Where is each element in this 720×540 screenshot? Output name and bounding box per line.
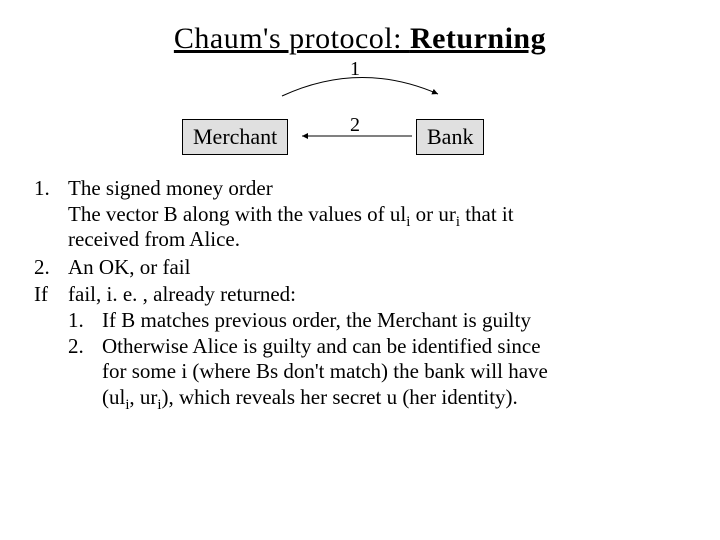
merchant-box: Merchant xyxy=(182,119,288,155)
step-2-label: 2 xyxy=(350,114,360,137)
inner-1: 1. If B matches previous order, the Merc… xyxy=(34,308,686,334)
inner-2: 2. Otherwise Alice is guilty and can be … xyxy=(34,334,686,411)
step-1: 1. The signed money order The vector B a… xyxy=(34,176,686,253)
if-text: fail, i. e. , already returned: xyxy=(68,282,296,308)
bank-label: Bank xyxy=(427,124,473,149)
arrow-1 xyxy=(282,77,438,96)
if-label: If xyxy=(34,282,68,308)
step-1-label: 1 xyxy=(350,58,360,81)
outer-list: 1. The signed money order The vector B a… xyxy=(34,176,686,280)
step-1-num: 1. xyxy=(34,176,68,253)
merchant-label: Merchant xyxy=(193,124,277,149)
protocol-diagram: Merchant Bank 1 2 xyxy=(0,56,720,176)
title-prefix: Chaum's protocol: xyxy=(174,22,410,55)
step-2-num: 2. xyxy=(34,255,68,281)
title-emph: Returning xyxy=(410,22,546,55)
inner-2-num: 2. xyxy=(34,334,102,411)
inner-2-text: Otherwise Alice is guilty and can be ide… xyxy=(102,334,548,411)
inner-1-text: If B matches previous order, the Merchan… xyxy=(102,308,531,334)
arrows-svg xyxy=(0,56,720,176)
slide-title: Chaum's protocol: Returning xyxy=(0,0,720,56)
description-body: 1. The signed money order The vector B a… xyxy=(0,176,720,410)
step-1-text: The signed money order The vector B alon… xyxy=(68,176,514,253)
inner-1-num: 1. xyxy=(34,308,102,334)
if-line: If fail, i. e. , already returned: xyxy=(34,282,686,308)
step-2: 2. An OK, or fail xyxy=(34,255,686,281)
step-2-text: An OK, or fail xyxy=(68,255,190,281)
inner-list: 1. If B matches previous order, the Merc… xyxy=(34,308,686,410)
bank-box: Bank xyxy=(416,119,484,155)
